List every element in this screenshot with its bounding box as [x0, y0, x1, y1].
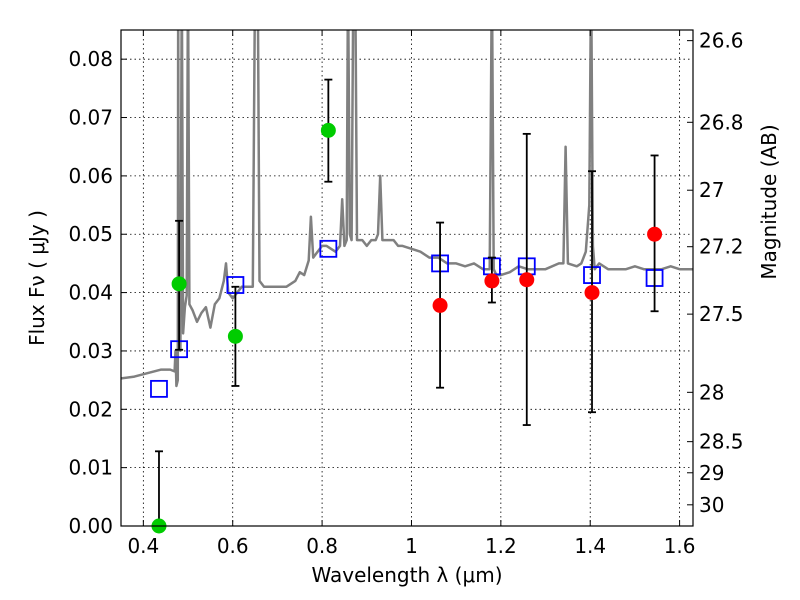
y-tick-label: 0.07 — [68, 106, 113, 130]
x-tick-label: 1.2 — [485, 534, 517, 558]
y-tick-label: 0.01 — [68, 456, 113, 480]
observed-flux-point — [519, 272, 535, 288]
ticks: 0.4 0.6 0.8 1 1.2 1.4 1.6 0.00 0.01 0.02 0.03 0.04 0… — [68, 29, 743, 558]
model-photometry-point — [150, 379, 168, 398]
y-axis-label: Flux Fν ( μJy ) — [25, 210, 49, 346]
x-tick-label: 0.6 — [217, 534, 249, 558]
right-tick-label: 27.5 — [699, 302, 744, 326]
y-tick-label: 0.03 — [68, 339, 113, 363]
y-tick-label: 0.04 — [68, 281, 113, 305]
x-tick-label: 0.8 — [306, 534, 338, 558]
observed-flux-point — [584, 285, 600, 301]
right-tick-label: 30 — [699, 493, 724, 517]
y-tick-label: 0.00 — [68, 514, 113, 538]
x-tick-label: 1 — [405, 534, 418, 558]
right-axis-label: Magnitude (AB) — [757, 124, 781, 279]
grid — [121, 30, 693, 527]
right-tick-label: 28.5 — [699, 430, 744, 454]
y-tick-label: 0.06 — [68, 164, 113, 188]
x-tick-label: 1.6 — [664, 534, 696, 558]
x-tick-label: 1.4 — [574, 534, 606, 558]
observed-flux-point — [227, 328, 243, 344]
right-tick-label: 28 — [699, 380, 724, 404]
axes-frame — [120, 29, 694, 527]
observed-flux-point — [647, 226, 663, 242]
right-tick-label: 27 — [699, 178, 724, 202]
right-tick-label: 27.2 — [699, 235, 744, 259]
y-tick-label: 0.08 — [68, 47, 113, 71]
right-tick-label: 26.8 — [699, 110, 744, 134]
observed-flux-point — [320, 122, 336, 138]
x-tick-label: 0.4 — [127, 534, 159, 558]
observed-flux-point — [432, 297, 448, 313]
y-tick-label: 0.02 — [68, 397, 113, 421]
spectrum-line — [121, 30, 693, 388]
markers — [150, 78, 664, 534]
model-photometry-point — [319, 239, 338, 258]
observed-flux-point — [484, 273, 500, 289]
right-tick-label: 29 — [699, 461, 724, 485]
x-axis-label: Wavelength λ (μm) — [311, 563, 502, 587]
y-tick-label: 0.05 — [68, 222, 113, 246]
plot-area — [121, 30, 693, 388]
observed-flux-point — [171, 276, 187, 292]
right-tick-label: 26.6 — [699, 29, 744, 53]
